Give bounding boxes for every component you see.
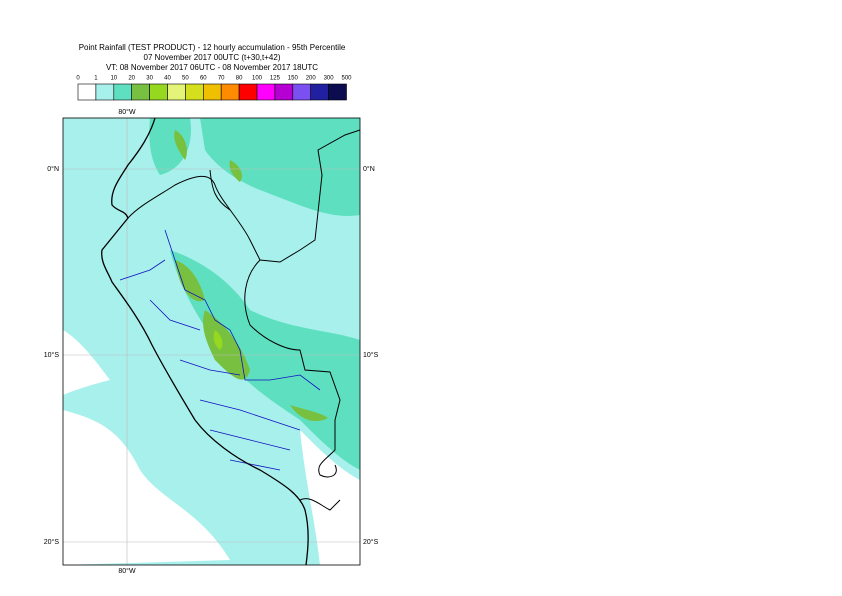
legend-label: 70	[218, 76, 225, 82]
legend-label: 0	[76, 76, 80, 82]
map-frame	[62, 117, 361, 566]
legend-label: 125	[270, 76, 281, 82]
lon-label: 80°W	[118, 567, 136, 575]
legend-swatch	[274, 83, 294, 101]
lat-label: 0°N	[363, 165, 375, 173]
legend-swatch	[203, 83, 222, 101]
rain-area	[149, 118, 191, 175]
legend-swatch	[238, 83, 258, 101]
legend-label: 10	[110, 76, 117, 82]
legend-swatch	[185, 83, 204, 101]
lat-label: 10°S	[44, 351, 60, 359]
legend-label: 1	[94, 76, 98, 82]
rain-area	[229, 160, 242, 182]
legend-label: 150	[288, 76, 299, 82]
dry-area	[63, 330, 110, 395]
legend-label: 30	[146, 76, 153, 82]
legend-swatch	[256, 83, 276, 101]
legend-swatch	[77, 83, 97, 101]
rain-area	[203, 310, 250, 380]
legend-label: 500	[341, 76, 352, 82]
base-time: 07 November 2017 00UTC (t+30,t+42)	[144, 53, 281, 62]
legend-swatch	[95, 83, 115, 101]
legend-swatch	[292, 83, 311, 101]
rain-area	[175, 260, 205, 302]
lon-label: 80°W	[118, 108, 136, 116]
legend-swatch	[113, 83, 133, 101]
rain-area	[174, 130, 187, 160]
legend-label: 200	[306, 76, 317, 82]
lat-label: 10°S	[363, 351, 379, 359]
legend-swatch	[328, 83, 347, 101]
legend-swatch	[167, 83, 186, 101]
lat-label: 20°S	[363, 538, 379, 546]
legend-label: 100	[252, 76, 263, 82]
legend-swatch	[131, 83, 150, 101]
coastline	[101, 118, 309, 565]
country-borders	[127, 129, 360, 511]
legend-label: 300	[324, 76, 335, 82]
legend-label: 60	[200, 76, 207, 82]
legend-label: 50	[182, 76, 189, 82]
legend-swatch	[220, 83, 240, 101]
valid-time: VT: 08 November 2017 06UTC - 08 November…	[106, 63, 318, 72]
legend: 0 1 10 20 30 40 50 60 70 80 100 125 150 200 300 500	[76, 76, 352, 101]
title: Point Rainfall (TEST PRODUCT) - 12 hourl…	[79, 43, 346, 52]
legend-label: 40	[164, 76, 171, 82]
map	[63, 118, 360, 565]
legend-label: 80	[236, 76, 243, 82]
legend-label: 20	[128, 76, 135, 82]
lat-label: 0°N	[47, 165, 59, 173]
dry-area	[63, 410, 230, 565]
dry-area	[300, 430, 360, 565]
lat-label: 20°S	[44, 538, 60, 546]
rain-area	[290, 405, 328, 422]
legend-swatch	[310, 83, 329, 101]
legend-swatch	[149, 83, 168, 101]
admin-borders	[119, 229, 321, 471]
rain-area	[213, 330, 223, 350]
